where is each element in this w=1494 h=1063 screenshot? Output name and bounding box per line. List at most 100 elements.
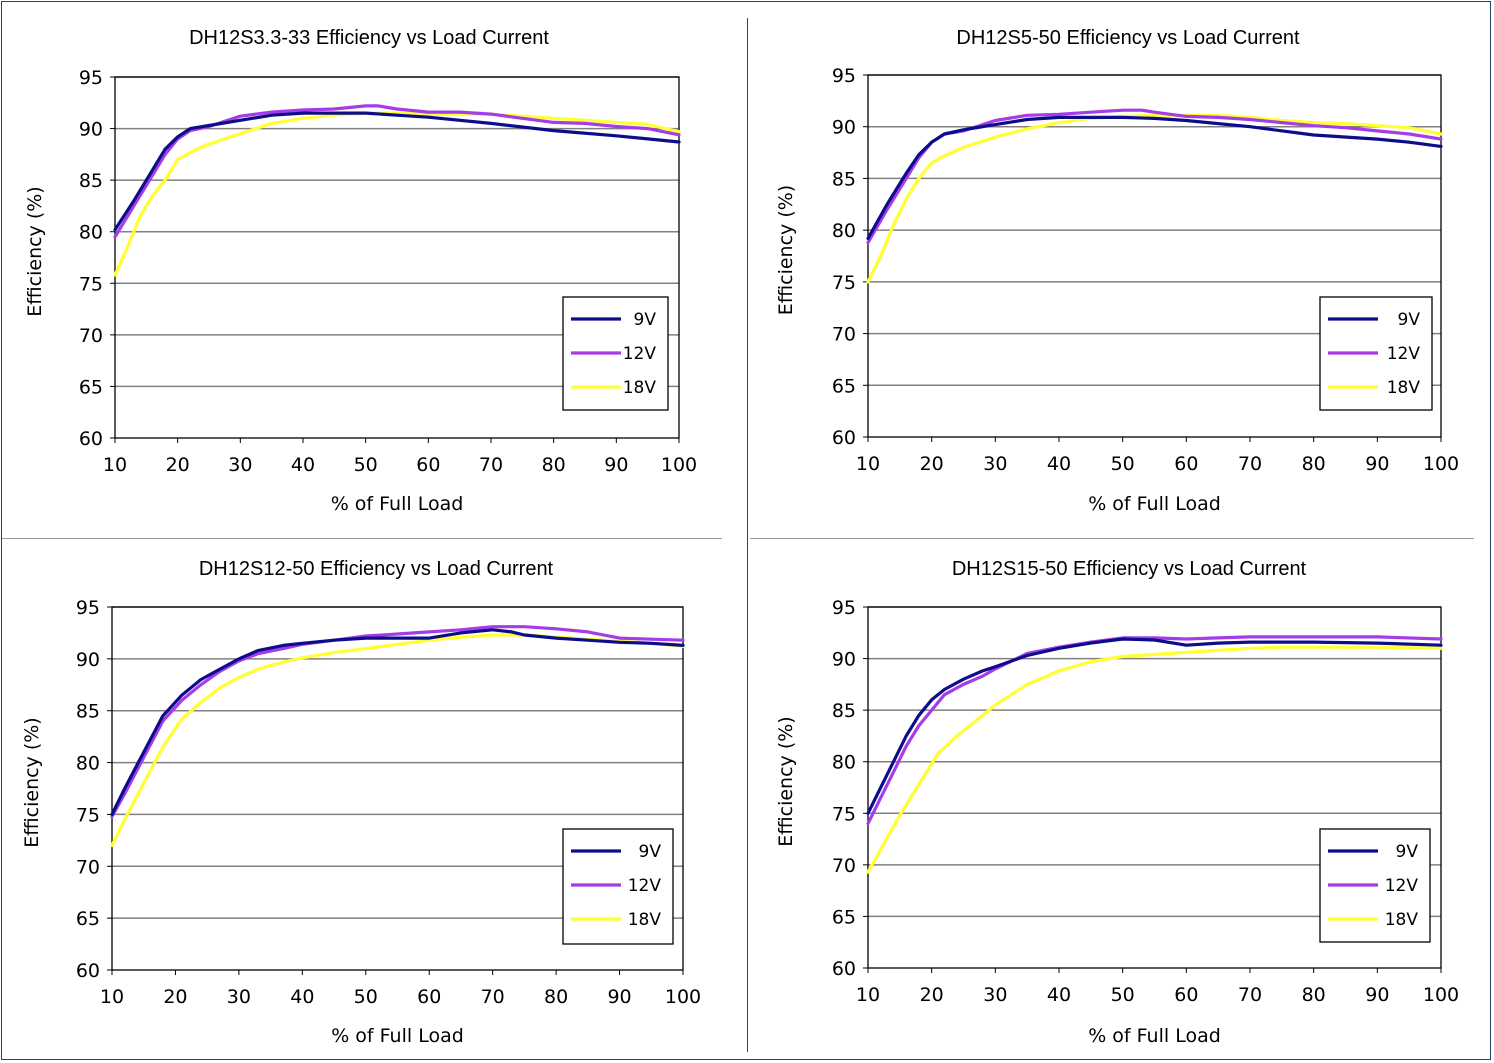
x-tick-label: 100 xyxy=(665,986,701,1008)
series-line-18v xyxy=(113,111,681,277)
y-tick-label: 65 xyxy=(832,906,856,928)
x-tick-label: 30 xyxy=(983,984,1007,1006)
y-tick-label: 95 xyxy=(832,65,856,87)
x-tick-label: 80 xyxy=(544,986,568,1008)
x-tick-label: 20 xyxy=(163,986,187,1008)
y-axis-label: Efficiency (%) xyxy=(21,717,43,847)
series-line-12v xyxy=(113,104,681,239)
x-tick-label: 60 xyxy=(417,986,441,1008)
x-tick-label: 40 xyxy=(290,986,314,1008)
chart-title: DH12S15-50 Efficiency vs Load Current xyxy=(952,558,1307,580)
x-tick-label: 50 xyxy=(1111,984,1135,1006)
series-line-9v xyxy=(866,637,1443,815)
chart-4: DH12S15-50 Efficiency vs Load Current 60 6… xyxy=(775,558,1459,1047)
y-tick-label: 90 xyxy=(79,119,103,141)
y-tick-label: 95 xyxy=(76,597,100,619)
y-tick-label: 95 xyxy=(832,597,856,619)
series-line-12v xyxy=(866,108,1443,245)
x-tick-label: 60 xyxy=(1174,984,1198,1006)
plot-area xyxy=(867,74,1442,438)
x-tick-label: 50 xyxy=(354,986,378,1008)
y-tick-label: 75 xyxy=(832,803,856,825)
x-tick-label: 100 xyxy=(661,454,697,476)
y-tick-label: 85 xyxy=(832,700,856,722)
series-line-18v xyxy=(866,113,1443,284)
y-tick-label: 75 xyxy=(76,804,100,826)
x-tick-label: 40 xyxy=(291,454,315,476)
legend-label-12v: 12V xyxy=(1385,876,1419,896)
plot-area xyxy=(114,76,680,439)
chart-title: DH12S12-50 Efficiency vs Load Current xyxy=(199,558,554,580)
y-tick-label: 60 xyxy=(76,960,100,982)
series-line-9v xyxy=(866,115,1443,240)
legend-label-9v: 9V xyxy=(639,842,662,862)
x-tick-label: 100 xyxy=(1423,984,1459,1006)
x-tick-label: 90 xyxy=(604,454,628,476)
x-tick-label: 50 xyxy=(354,454,378,476)
horizontal-divider-right xyxy=(750,538,1474,539)
x-tick-label: 80 xyxy=(1302,453,1326,475)
y-tick-label: 90 xyxy=(832,117,856,139)
series-line-9v xyxy=(113,111,681,232)
x-tick-label: 100 xyxy=(1423,453,1459,475)
legend-label-18v: 18V xyxy=(623,378,657,398)
y-tick-label: 60 xyxy=(832,958,856,980)
chart-title: DH12S3.3-33 Efficiency vs Load Current xyxy=(189,27,549,49)
legend-label-18v: 18V xyxy=(628,910,662,930)
x-tick-label: 10 xyxy=(856,453,880,475)
y-tick-label: 60 xyxy=(79,428,103,450)
x-tick-label: 20 xyxy=(920,984,944,1006)
chart-3: DH12S12-50 Efficiency vs Load Current 60 6… xyxy=(21,558,701,1047)
series-line-12v xyxy=(110,625,685,819)
x-tick-label: 30 xyxy=(227,986,251,1008)
x-axis-label: % of Full Load xyxy=(1088,493,1221,515)
series-line-12v xyxy=(866,635,1443,826)
x-tick-label: 20 xyxy=(920,453,944,475)
y-tick-label: 80 xyxy=(79,222,103,244)
x-tick-label: 50 xyxy=(1111,453,1135,475)
y-axis-label: Efficiency (%) xyxy=(24,186,46,316)
x-tick-label: 30 xyxy=(983,453,1007,475)
x-tick-label: 90 xyxy=(607,986,631,1008)
y-tick-label: 80 xyxy=(832,220,856,242)
x-tick-label: 10 xyxy=(103,454,127,476)
plot-area xyxy=(867,606,1442,969)
legend-label-12v: 12V xyxy=(623,344,657,364)
legend-label-9v: 9V xyxy=(634,310,657,330)
legend: 9V 12V 18V xyxy=(1319,296,1433,411)
x-tick-label: 80 xyxy=(542,454,566,476)
x-tick-label: 90 xyxy=(1365,984,1389,1006)
legend: 9V 12V 18V xyxy=(1319,828,1431,943)
y-axis-label: Efficiency (%) xyxy=(775,185,797,315)
x-tick-label: 70 xyxy=(481,986,505,1008)
x-tick-label: 70 xyxy=(1238,453,1262,475)
x-tick-label: 80 xyxy=(1302,984,1326,1006)
y-tick-label: 80 xyxy=(832,752,856,774)
y-tick-label: 85 xyxy=(79,170,103,192)
chart-2: DH12S5-50 Efficiency vs Load Current 60 65… xyxy=(775,27,1459,515)
y-tick-label: 60 xyxy=(832,427,856,449)
y-tick-label: 70 xyxy=(79,325,103,347)
y-axis-label: Efficiency (%) xyxy=(775,716,797,846)
x-tick-label: 40 xyxy=(1047,984,1071,1006)
x-tick-label: 90 xyxy=(1365,453,1389,475)
x-tick-label: 70 xyxy=(479,454,503,476)
y-tick-label: 95 xyxy=(79,67,103,89)
y-tick-label: 75 xyxy=(832,272,856,294)
legend-label-9v: 9V xyxy=(1398,310,1421,330)
y-tick-label: 65 xyxy=(832,375,856,397)
horizontal-divider-left xyxy=(2,538,722,539)
vertical-divider xyxy=(747,18,748,1052)
x-tick-label: 30 xyxy=(228,454,252,476)
y-tick-label: 65 xyxy=(76,908,100,930)
x-tick-label: 60 xyxy=(1174,453,1198,475)
y-tick-label: 85 xyxy=(832,168,856,190)
legend: 9V 12V 18V xyxy=(562,828,674,945)
plot-area xyxy=(111,606,684,971)
y-tick-label: 80 xyxy=(76,753,100,775)
x-axis-label: % of Full Load xyxy=(1088,1025,1221,1047)
x-tick-label: 60 xyxy=(416,454,440,476)
y-tick-label: 90 xyxy=(76,649,100,671)
